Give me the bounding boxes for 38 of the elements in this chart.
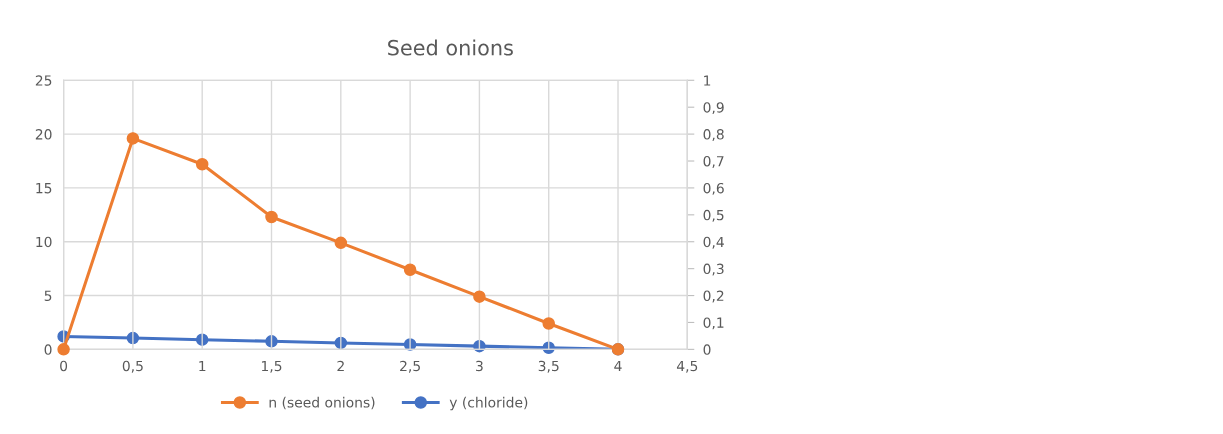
x-tick-label: 1 bbox=[199, 360, 206, 372]
y-tick-label: 10 bbox=[36, 236, 52, 248]
y2-tick-label: 0,4 bbox=[703, 236, 724, 249]
point bbox=[265, 210, 278, 224]
y-tick-label: 20 bbox=[35, 129, 52, 140]
y-tick-label: 5 bbox=[44, 290, 52, 302]
y-tick-label: 15 bbox=[36, 183, 52, 194]
x-tick-label: 0 bbox=[60, 360, 68, 372]
x-tick-label: 4 bbox=[614, 360, 622, 372]
x-tick-label: 3 bbox=[476, 360, 483, 372]
x-tick-label: 1,5 bbox=[261, 360, 282, 373]
x-tick-label: 3,5 bbox=[538, 360, 559, 373]
y2-tick-label: 0,7 bbox=[703, 155, 724, 168]
point bbox=[334, 236, 348, 250]
x-tick-label: 2 bbox=[337, 360, 344, 372]
y2-tick-label: 0,2 bbox=[703, 290, 724, 303]
x-tick-label: 2,5 bbox=[400, 360, 420, 373]
point bbox=[403, 263, 417, 276]
point bbox=[57, 343, 70, 356]
point bbox=[195, 157, 209, 171]
y2-tick-label: 0,3 bbox=[703, 263, 724, 276]
y2-tick-label: 0,9 bbox=[703, 102, 724, 115]
legend-label: n (seed onions) bbox=[269, 396, 375, 410]
y2-tick-label: 0,8 bbox=[703, 129, 724, 141]
x-tick-label: 4,5 bbox=[676, 360, 698, 373]
point bbox=[473, 290, 486, 303]
y-tick-label: 0 bbox=[44, 344, 52, 355]
y2-tick-label: 0,5 bbox=[703, 209, 724, 222]
x-tick-label: 0,5 bbox=[122, 360, 143, 373]
y-tick-label: 25 bbox=[35, 75, 52, 86]
chart-title: Seed onions bbox=[388, 39, 513, 56]
legend-label: y (chloride) bbox=[449, 396, 528, 411]
y2-tick-label: 1 bbox=[704, 75, 711, 86]
y2-tick-label: 0,6 bbox=[703, 182, 724, 195]
y2-tick-label: 0,1 bbox=[703, 317, 724, 330]
point bbox=[126, 132, 140, 145]
y2-tick-label: 0 bbox=[703, 344, 711, 355]
point bbox=[542, 317, 555, 330]
